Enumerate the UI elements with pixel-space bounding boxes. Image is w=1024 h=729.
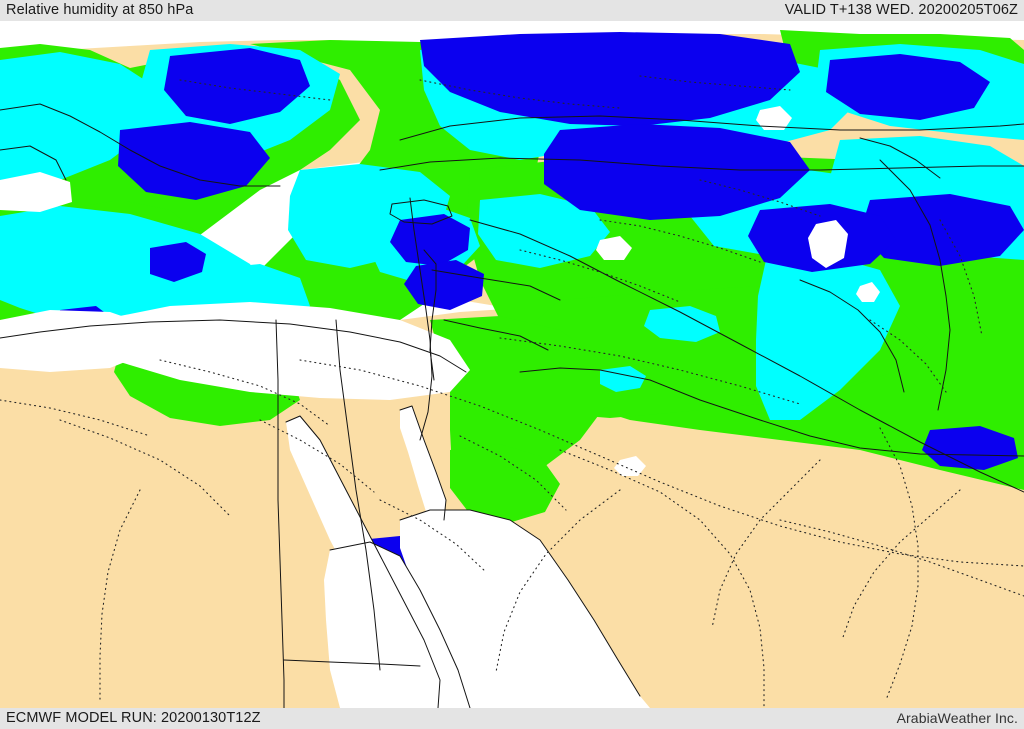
valid-time-label: VALID T+138 WED. 20200205T06Z [784,2,1018,18]
header-bar: Relative humidity at 850 hPa VALID T+138… [0,0,1024,21]
footer-bar: ECMWF MODEL RUN: 20200130T12Z ArabiaWeat… [0,708,1024,729]
humidity-blue-layer [58,32,1024,576]
internal-borders-layer [0,75,1024,708]
page-title: Relative humidity at 850 hPa [6,2,194,18]
model-run-label: ECMWF MODEL RUN: 20200130T12Z [6,710,261,726]
map-viewport[interactable] [0,20,1024,708]
provider-label: ArabiaWeather Inc. [896,710,1018,726]
relative-humidity-map[interactable] [0,20,1024,708]
sea-layer [0,106,880,708]
boundaries-layer [0,103,1024,708]
